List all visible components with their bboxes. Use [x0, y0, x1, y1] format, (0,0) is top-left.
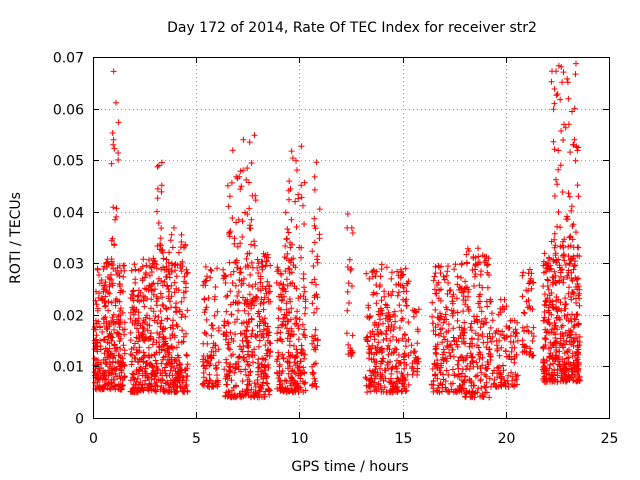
x-tick-label: 25 — [601, 431, 619, 447]
y-tick-label: 0.01 — [53, 360, 84, 376]
y-tick-label: 0.07 — [53, 51, 84, 67]
plot-frame — [93, 57, 610, 419]
y-tick-labels: 0 0.01 0.02 0.03 0.04 0.05 0.06 0.07 — [53, 51, 84, 428]
x-tick-label: 0 — [89, 431, 98, 447]
y-tick-label: 0 — [75, 412, 84, 428]
y-tick-label: 0.06 — [53, 103, 84, 119]
x-tick-label: 20 — [498, 431, 516, 447]
y-tick-label: 0.02 — [53, 309, 84, 325]
x-tick-label: 10 — [291, 431, 309, 447]
data-points — [91, 60, 583, 401]
y-axis-label: ROTI / TECUs — [8, 192, 24, 284]
x-tick-labels: 0 5 10 15 20 25 — [89, 431, 618, 447]
axis-ticks — [93, 57, 610, 419]
x-tick-label: 5 — [192, 431, 201, 447]
chart-title: Day 172 of 2014, Rate Of TEC Index for r… — [167, 20, 537, 36]
y-tick-label: 0.03 — [53, 257, 84, 273]
x-tick-label: 15 — [395, 431, 413, 447]
y-tick-label: 0.05 — [53, 154, 84, 170]
y-tick-label: 0.04 — [53, 206, 84, 222]
x-axis-label: GPS time / hours — [291, 459, 408, 475]
roti-point-markers — [91, 60, 583, 401]
